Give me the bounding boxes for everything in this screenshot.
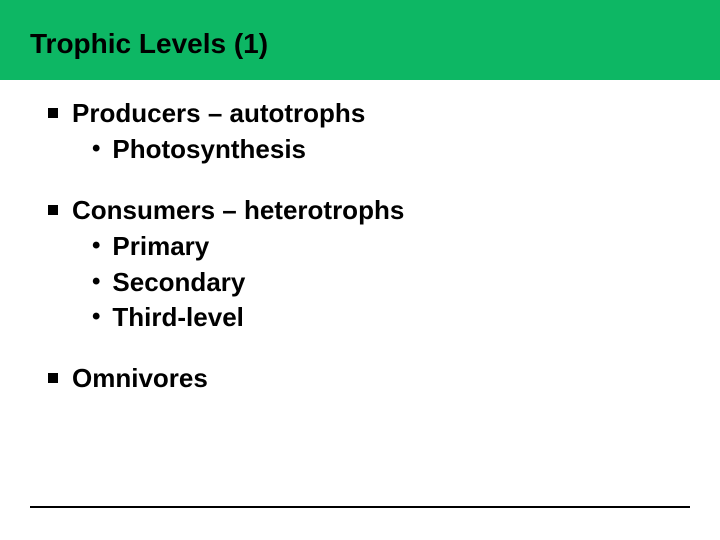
- bullet-text: Consumers – heterotrophs: [72, 195, 404, 226]
- bullet-text: Producers – autotrophs: [72, 98, 365, 129]
- bullet-text: Omnivores: [72, 363, 208, 394]
- bullet-level1: Consumers – heterotrophs: [48, 195, 672, 226]
- sub-bullet-text: Secondary: [112, 266, 245, 300]
- bullet-level2: • Primary: [92, 230, 672, 264]
- dot-bullet-icon: •: [92, 266, 100, 297]
- header-bar: Trophic Levels (1): [0, 0, 720, 80]
- square-bullet-icon: [48, 373, 58, 383]
- sub-bullet-text: Photosynthesis: [112, 133, 306, 167]
- sub-bullet-text: Primary: [112, 230, 209, 264]
- dot-bullet-icon: •: [92, 230, 100, 261]
- footer-divider: [30, 506, 690, 508]
- slide-content: Producers – autotrophs • Photosynthesis …: [0, 80, 720, 394]
- sub-bullet-text: Third-level: [112, 301, 243, 335]
- slide-title: Trophic Levels (1): [30, 28, 720, 60]
- dot-bullet-icon: •: [92, 133, 100, 164]
- sub-bullet-list: • Photosynthesis: [48, 133, 672, 167]
- square-bullet-icon: [48, 108, 58, 118]
- bullet-level1: Producers – autotrophs: [48, 98, 672, 129]
- square-bullet-icon: [48, 205, 58, 215]
- bullet-level2: • Secondary: [92, 266, 672, 300]
- dot-bullet-icon: •: [92, 301, 100, 332]
- bullet-level1: Omnivores: [48, 363, 672, 394]
- sub-bullet-list: • Primary • Secondary • Third-level: [48, 230, 672, 335]
- bullet-level2: • Third-level: [92, 301, 672, 335]
- bullet-level2: • Photosynthesis: [92, 133, 672, 167]
